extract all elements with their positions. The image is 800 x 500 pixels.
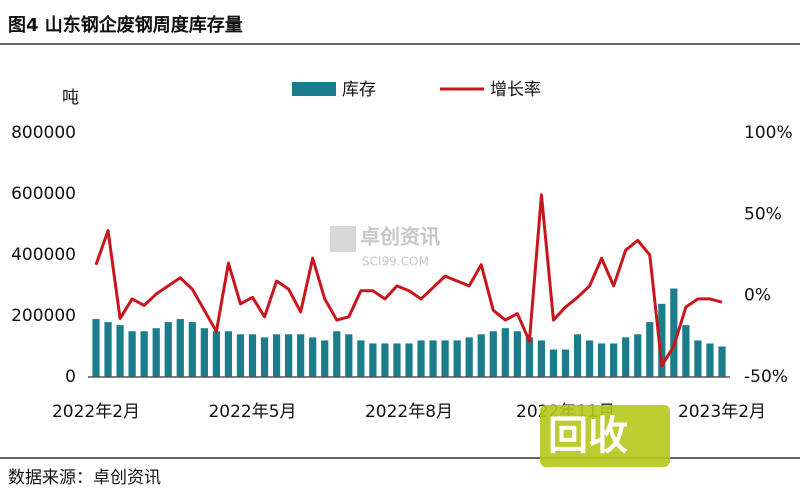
bar: [549, 349, 558, 377]
legend-label: 库存: [342, 80, 376, 100]
logo-brand: HUISHOUREN: [588, 480, 693, 496]
bar: [200, 328, 208, 377]
bar: [658, 303, 666, 377]
bar: [128, 331, 136, 377]
bar: [513, 331, 521, 377]
bar: [465, 337, 473, 377]
bar: [188, 322, 196, 377]
bar: [585, 340, 594, 377]
bar: [164, 322, 172, 377]
bar: [561, 349, 570, 377]
logo-text: 回收: [548, 413, 628, 459]
y-tick-label: 600000: [11, 184, 76, 204]
bar: [140, 331, 148, 377]
bar: [260, 337, 269, 377]
bar: [236, 334, 245, 377]
bar: [369, 343, 377, 377]
y2-tick-label: 0%: [744, 286, 771, 306]
bar: [573, 334, 582, 377]
bar: [321, 340, 329, 377]
bar: [104, 322, 112, 377]
bar: [248, 334, 257, 377]
watermark-url: SCI99.COM: [362, 255, 429, 269]
x-tick-label: 2022年2月: [52, 402, 140, 422]
bar: [610, 343, 618, 377]
bar: [212, 331, 220, 377]
watermark-text: 卓创资讯: [360, 225, 440, 249]
bar: [634, 334, 642, 377]
bar: [718, 346, 726, 377]
bar: [357, 340, 365, 377]
bar: [285, 334, 293, 377]
y-axis-unit: 吨: [62, 88, 79, 108]
watermark: 卓创资讯 SCI99.COM: [330, 225, 440, 269]
y-tick-label: 200000: [11, 306, 76, 326]
y2-tick-label: 50%: [744, 204, 782, 224]
bar: [622, 337, 630, 377]
x-tick-label: 2023年2月: [678, 402, 766, 422]
bar: [441, 340, 449, 377]
bar: [501, 328, 509, 377]
x-tick-label: 2022年5月: [208, 402, 296, 422]
bar: [345, 334, 353, 377]
logo-box: [540, 405, 670, 467]
line: [94, 193, 723, 368]
bar: [537, 340, 546, 377]
legend-swatch: [292, 82, 336, 96]
bar: [333, 331, 341, 377]
bar: [598, 343, 606, 377]
bar: [405, 343, 413, 377]
bar: [393, 343, 401, 377]
y-tick-label: 0: [65, 367, 76, 387]
x-tick-label: 2022年8月: [365, 402, 453, 422]
chart-title: 图4 山东钢企废钢周度库存量: [8, 14, 243, 36]
bar: [706, 343, 714, 377]
y-tick-label: 800000: [11, 123, 76, 143]
bar: [477, 334, 485, 377]
bar: [297, 334, 305, 377]
watermark-icon: [330, 226, 356, 252]
bar: [152, 328, 160, 377]
legend-label: 增长率: [490, 80, 541, 100]
bar: [429, 340, 437, 377]
bar: [694, 340, 702, 377]
bar: [176, 319, 184, 377]
bar: [646, 322, 654, 377]
logo: 回收 HUISHOUREN: [540, 405, 693, 496]
bar: [670, 288, 678, 377]
bar: [92, 319, 100, 377]
y2-tick-label: -50%: [744, 367, 788, 387]
bar: [489, 331, 497, 377]
y2-tick-label: 100%: [744, 123, 793, 143]
bar: [116, 325, 124, 377]
bar: [309, 337, 317, 377]
bar: [417, 340, 425, 377]
y-tick-label: 400000: [11, 245, 76, 265]
plot: 0 200000 400000 600000 800000 -50% 0% 50% 100% 20…: [11, 80, 793, 422]
bar: [525, 337, 533, 377]
bar: [381, 343, 389, 377]
bar: [272, 334, 281, 377]
source: 数据来源：卓创资讯: [8, 468, 161, 488]
bar: [682, 325, 690, 377]
bar: [453, 340, 461, 377]
bar: [224, 331, 233, 377]
